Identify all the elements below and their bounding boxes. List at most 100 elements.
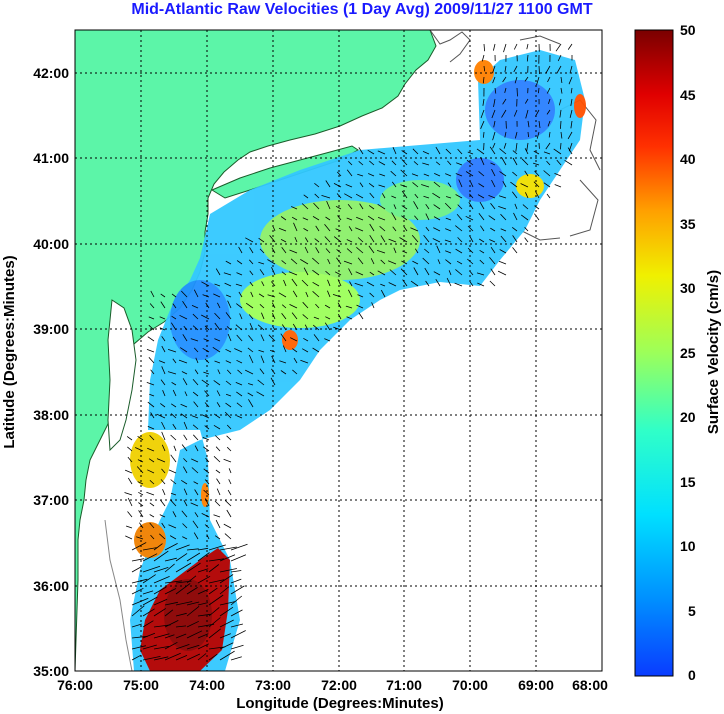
velocity-vector [455, 225, 463, 232]
velocity-vector [225, 260, 232, 265]
velocity-vector [208, 617, 221, 628]
velocity-vector [204, 390, 210, 397]
velocity-vector [327, 290, 331, 298]
velocity-vector [533, 150, 540, 155]
velocity-vector [191, 458, 199, 463]
velocity-vector [291, 216, 298, 221]
velocity-vector [197, 547, 209, 551]
velocity-vector [186, 548, 199, 551]
velocity-vector [217, 302, 221, 309]
velocity-vector [370, 258, 375, 265]
velocity-vector [227, 489, 232, 496]
gridlines [75, 30, 602, 671]
velocity-vector [142, 565, 161, 573]
velocity-vector [195, 357, 199, 364]
velocity-vector [424, 248, 430, 254]
velocity-vector [278, 292, 287, 298]
velocity-vector [278, 227, 287, 232]
velocity-vector [197, 602, 208, 606]
map-title: Mid-Atlantic Raw Velocities (1 Day Avg) … [131, 1, 593, 18]
velocity-vector [182, 523, 188, 529]
velocity-vector [259, 304, 265, 309]
velocity-vector [160, 403, 166, 408]
velocity-vector [412, 182, 419, 188]
velocity-vector [410, 280, 419, 287]
velocity-vector [219, 568, 237, 573]
velocity-vector [226, 369, 232, 375]
velocity-vector [358, 147, 364, 155]
velocity-vector [478, 171, 485, 177]
velocity-vector [291, 312, 298, 320]
velocity-vector [271, 355, 276, 364]
velocity-vector [435, 161, 441, 166]
velocity-vector [201, 379, 210, 386]
velocity-vector [524, 227, 529, 232]
velocity-vector [131, 542, 147, 551]
velocity-vector [150, 290, 155, 298]
velocity-vector [171, 293, 177, 298]
velocity-vector [489, 146, 496, 155]
velocity-vector [434, 173, 441, 177]
velocity-vector [291, 206, 298, 210]
velocity-vector [392, 226, 397, 232]
velocity-vector [204, 402, 210, 408]
velocity-vector [369, 192, 375, 199]
velocity-vector [193, 289, 199, 298]
velocity-vector [312, 281, 320, 287]
velocity-vector [548, 131, 551, 138]
velocity-vector [219, 554, 236, 562]
velocity-vector [131, 605, 145, 617]
velocity-vector [377, 270, 386, 276]
velocity-vector [230, 609, 243, 617]
velocity-vector [208, 558, 225, 562]
velocity-vector [131, 623, 142, 628]
velocity-vector [388, 282, 397, 287]
velocity-vector [258, 237, 265, 243]
velocity-vector [482, 98, 485, 106]
velocity-vector [527, 131, 529, 138]
velocity-vector [511, 226, 518, 232]
velocity-vector [400, 169, 408, 177]
velocity-vector [490, 202, 496, 210]
velocity-vector [338, 313, 342, 320]
velocity-vector [225, 294, 232, 298]
velocity-vector [172, 511, 177, 518]
velocity-vector [312, 216, 320, 221]
velocity-vector [497, 270, 507, 276]
velocity-vector [158, 360, 166, 364]
velocity-vector [131, 645, 146, 650]
velocity-vector [423, 195, 430, 199]
velocity-vector [500, 235, 507, 243]
velocity-vector [333, 183, 342, 188]
velocity-vector [230, 623, 243, 628]
velocity-vector [570, 98, 573, 107]
velocity-vector [512, 150, 518, 155]
velocity-vector [493, 98, 496, 107]
velocity-vector [457, 237, 463, 243]
velocity-vector [131, 654, 142, 661]
velocity-vector [465, 215, 474, 221]
velocity-vector [501, 157, 507, 166]
velocity-vector [149, 480, 155, 485]
velocity-vector [357, 257, 364, 265]
velocity-vector [367, 215, 375, 221]
velocity-vector [553, 148, 562, 155]
velocity-vector [556, 65, 562, 74]
velocity-vector [367, 149, 375, 155]
velocity-vector [445, 228, 452, 232]
velocity-vector [345, 305, 353, 309]
velocity-vector [216, 488, 221, 496]
velocity-vector [348, 289, 353, 298]
velocity-vector [321, 195, 331, 199]
velocity-vector [125, 535, 133, 540]
velocity-vector [161, 444, 166, 452]
velocity-vector [193, 347, 199, 353]
velocity-vector [303, 267, 309, 276]
velocity-vector [303, 194, 309, 199]
velocity-vector [236, 334, 243, 342]
velocity-vector [272, 226, 276, 232]
velocity-vector [533, 181, 540, 188]
y-tick-label: 41:00 [33, 150, 69, 166]
velocity-vector [149, 522, 155, 529]
velocity-vector [327, 258, 331, 265]
